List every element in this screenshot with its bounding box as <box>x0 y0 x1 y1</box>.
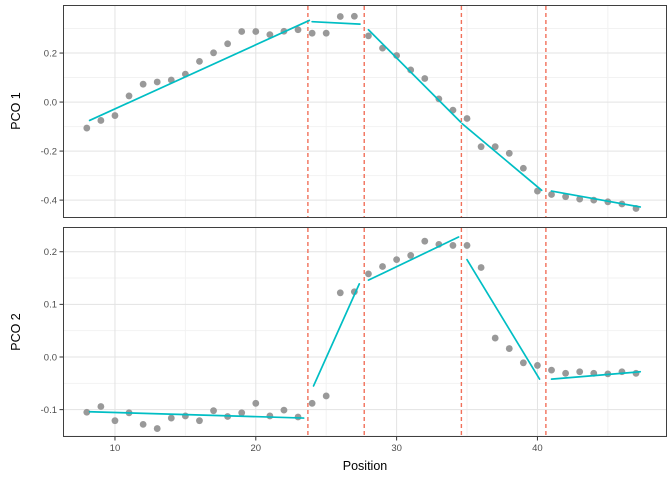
data-point <box>421 237 429 245</box>
data-point <box>350 12 358 20</box>
data-point <box>548 366 555 374</box>
data-point <box>562 193 570 201</box>
trend-segment <box>466 258 541 380</box>
data-point <box>477 264 485 271</box>
data-point <box>97 403 105 410</box>
y-tick-label: 0.0 <box>44 97 57 108</box>
data-point <box>266 31 274 39</box>
data-point <box>224 40 232 48</box>
trend-segment <box>367 236 460 282</box>
y-tick-label: -0.2 <box>41 146 57 157</box>
data-point <box>181 412 189 420</box>
trend-segment <box>461 122 543 192</box>
y-tick-label: 0.2 <box>44 247 57 258</box>
y-axis-title-pco1: PCO 1 <box>9 92 23 130</box>
data-point <box>519 164 527 172</box>
data-point <box>196 57 203 65</box>
data-point <box>252 28 260 35</box>
data-point <box>576 368 584 376</box>
data-point <box>421 75 429 82</box>
data-point <box>548 191 555 198</box>
data-point <box>210 49 217 57</box>
data-point <box>463 242 471 249</box>
x-tick-label: 10 <box>110 443 121 454</box>
panel-background-0 <box>63 5 667 218</box>
data-point <box>196 417 203 425</box>
data-point <box>266 412 274 420</box>
y-axis-title-pco2: PCO 2 <box>9 313 23 351</box>
data-point <box>562 369 570 377</box>
data-point <box>336 13 344 20</box>
data-point <box>505 345 513 352</box>
data-point <box>491 334 499 342</box>
data-point <box>125 92 133 100</box>
panel-border-0 <box>63 5 667 218</box>
data-point <box>505 149 513 157</box>
data-point <box>167 414 175 422</box>
data-point <box>365 32 372 40</box>
data-point <box>83 408 91 416</box>
data-point <box>407 66 415 74</box>
y-tick-label: 0.0 <box>44 352 57 363</box>
data-point <box>336 289 344 297</box>
data-point <box>280 406 288 414</box>
x-tick-label: 30 <box>391 443 402 454</box>
data-point <box>322 392 330 400</box>
data-point <box>111 112 119 119</box>
x-tick-label: 40 <box>532 443 543 454</box>
data-point <box>449 242 457 249</box>
x-tick-label: 20 <box>251 443 262 454</box>
data-point <box>491 143 499 151</box>
data-point <box>308 29 316 37</box>
data-point <box>83 124 91 132</box>
y-tick-label: -0.4 <box>41 195 57 206</box>
data-point <box>252 399 260 407</box>
data-point <box>294 26 302 34</box>
trend-segment <box>311 20 361 25</box>
x-axis-title: Position <box>342 459 388 473</box>
trend-segment <box>88 19 311 122</box>
data-point <box>463 115 471 122</box>
data-point <box>393 256 401 264</box>
trend-segment <box>88 410 305 419</box>
data-point <box>111 417 119 425</box>
y-tick-label: 0.1 <box>44 300 57 311</box>
panel-background-1 <box>63 227 667 437</box>
trend-segment <box>550 190 642 208</box>
trend-segment <box>550 370 642 380</box>
data-point <box>435 95 443 103</box>
data-point <box>238 28 246 35</box>
data-point <box>576 195 584 203</box>
data-point <box>139 80 147 88</box>
data-point <box>407 252 415 259</box>
data-point <box>238 409 246 417</box>
data-point <box>534 187 541 195</box>
data-point <box>322 29 330 37</box>
data-point <box>379 263 386 270</box>
data-point <box>97 117 105 124</box>
data-point <box>153 425 161 432</box>
data-point <box>519 359 527 367</box>
panel-border-1 <box>63 227 667 437</box>
data-point <box>477 143 485 151</box>
trend-segment <box>367 28 462 124</box>
data-point <box>153 78 161 86</box>
data-point <box>308 399 316 407</box>
data-point <box>534 362 541 369</box>
data-point <box>210 407 217 415</box>
data-point <box>139 420 147 428</box>
data-point <box>365 270 372 278</box>
y-tick-label: -0.1 <box>41 405 57 416</box>
trend-segment <box>312 282 361 387</box>
data-point <box>632 369 640 377</box>
y-tick-label: 0.2 <box>44 48 57 59</box>
